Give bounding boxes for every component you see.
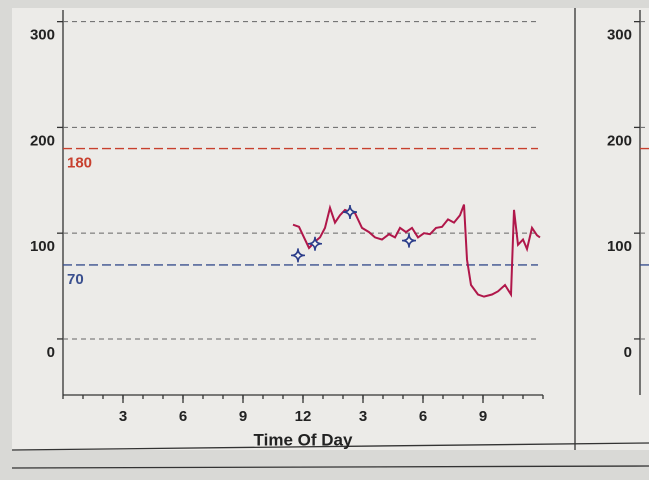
y-tick-label: 200 (607, 132, 632, 149)
y-tick-label: 300 (30, 27, 55, 44)
x-tick-label: 6 (419, 408, 427, 425)
y-tick-label: 200 (30, 132, 55, 149)
reference-label: 70 (67, 271, 84, 288)
y-tick-label: 0 (47, 344, 55, 361)
x-tick-label: 12 (295, 408, 312, 425)
chart-photo: 0 100 200 300 180 70 3 6 9 12 3 6 9 Time Of Day 0 100 20… (0, 0, 649, 480)
y-tick-label: 100 (30, 238, 55, 255)
x-tick-label: 3 (119, 408, 127, 425)
reference-label: 180 (67, 155, 92, 172)
x-tick-label: 9 (239, 408, 247, 425)
y-tick-label: 300 (607, 27, 632, 44)
x-axis-label: Time Of Day (254, 430, 353, 449)
y-tick-label: 100 (607, 238, 632, 255)
x-tick-label: 9 (479, 408, 487, 425)
y-tick-label: 0 (624, 344, 632, 361)
x-tick-label: 3 (359, 408, 367, 425)
page-rule (12, 466, 649, 468)
paper (12, 8, 649, 450)
x-tick-label: 6 (179, 408, 187, 425)
